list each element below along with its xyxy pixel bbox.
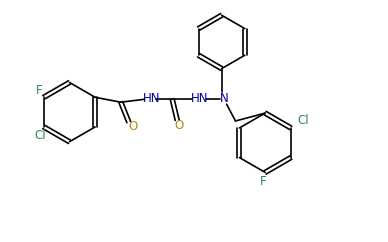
Text: O: O [175, 120, 184, 132]
Text: N: N [220, 92, 229, 105]
Text: O: O [128, 121, 137, 133]
Text: F: F [36, 84, 42, 97]
Text: HN: HN [191, 92, 209, 105]
Text: Cl: Cl [34, 129, 46, 142]
Text: Cl: Cl [297, 114, 308, 128]
Text: HN: HN [143, 92, 160, 105]
Text: F: F [260, 175, 267, 188]
